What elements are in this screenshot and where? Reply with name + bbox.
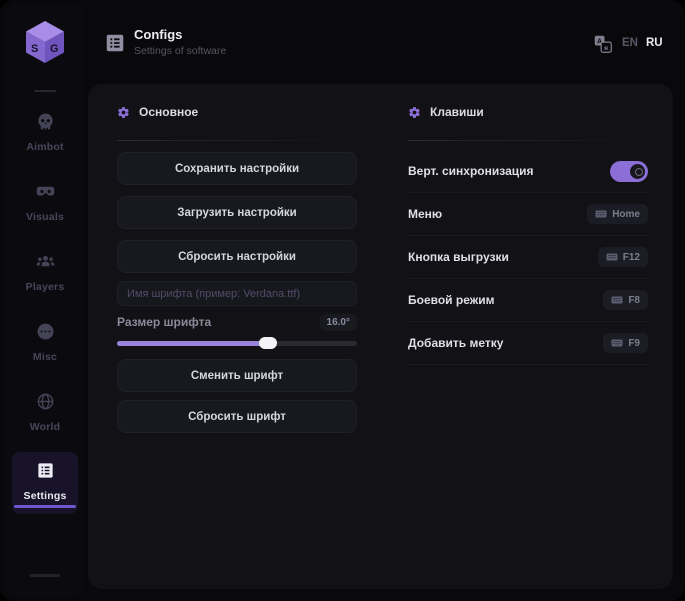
section-general-header: Основное	[117, 105, 198, 119]
svg-text:A: A	[597, 37, 602, 45]
section-divider	[117, 140, 357, 141]
section-title: Основное	[139, 105, 199, 119]
translate-icon[interactable]: A я	[594, 35, 612, 53]
active-item-indicator	[14, 505, 76, 508]
lang-en-button[interactable]: EN	[622, 37, 638, 49]
sidebar-item-label: Players	[25, 281, 65, 293]
font-name-input[interactable]	[117, 281, 357, 306]
unload-key-row: Кнопка выгрузки F12	[408, 236, 648, 279]
sidebar-item-label: Visuals	[26, 211, 64, 223]
keybind-value: F8	[628, 294, 640, 306]
font-size-slider[interactable]	[117, 336, 357, 350]
section-divider	[408, 140, 648, 141]
add-mark-label: Добавить метку	[408, 336, 504, 350]
menu-keybind-badge[interactable]: Home	[587, 204, 648, 224]
gear-icon	[409, 106, 420, 118]
list-box-icon	[37, 463, 53, 478]
combat-mode-row: Боевой режим F8	[408, 279, 648, 322]
keyboard-icon	[595, 210, 607, 218]
vsync-row: Верт. синхронизация	[408, 150, 648, 193]
section-keys: Клавиши Верт. синхронизация Меню Home Кн…	[408, 84, 648, 589]
logo-divider	[34, 90, 56, 92]
vsync-label: Верт. синхронизация	[408, 164, 534, 178]
reset-font-button[interactable]: Сбросить шрифт	[117, 400, 357, 433]
keybind-value: Home	[612, 208, 640, 220]
sidebar-item-world[interactable]: World	[6, 392, 84, 433]
add-mark-row: Добавить метку F9	[408, 322, 648, 365]
font-size-value[interactable]: 16.0°	[319, 313, 357, 331]
section-title: Клавиши	[430, 105, 484, 119]
sidebar-item-label: Aimbot	[26, 141, 64, 153]
slider-thumb[interactable]	[259, 337, 278, 349]
menu-key-label: Меню	[408, 207, 443, 221]
combat-mode-label: Боевой режим	[408, 293, 495, 307]
skull-icon	[37, 113, 53, 130]
svg-text:S: S	[31, 43, 38, 55]
players-icon	[36, 255, 54, 267]
main-panel: Основное Сохранить настройки Загрузить н…	[88, 84, 673, 589]
vsync-toggle[interactable]	[610, 160, 648, 182]
sidebar-item-players[interactable]: Players	[6, 252, 84, 293]
load-settings-button[interactable]: Загрузить настройки	[117, 196, 357, 229]
keyboard-icon	[611, 339, 623, 347]
keyboard-icon	[606, 253, 618, 261]
sg-cube-logo-icon: S G	[26, 21, 64, 63]
sidebar-item-visuals[interactable]: Visuals	[6, 182, 84, 223]
sidebar-item-label: World	[29, 421, 61, 433]
sidebar: S G Aimbot Visuals Players Misc World Se…	[6, 4, 84, 597]
section-keys-header: Клавиши	[408, 105, 484, 119]
change-font-button[interactable]: Сменить шрифт	[117, 359, 357, 392]
sidebar-item-settings[interactable]: Settings	[12, 452, 78, 514]
toggle-knob	[630, 163, 645, 179]
svg-text:я: я	[604, 45, 608, 52]
gear-icon	[118, 106, 129, 118]
font-size-label: Размер шрифта	[117, 315, 212, 329]
page-title: Configs	[134, 27, 183, 42]
combat-keybind-badge[interactable]: F8	[603, 290, 648, 310]
keybind-value: F12	[622, 251, 640, 263]
sidebar-item-label: Settings	[23, 490, 67, 502]
sidebar-item-label: Misc	[32, 351, 58, 363]
globe-icon	[37, 393, 53, 410]
section-general: Основное Сохранить настройки Загрузить н…	[117, 84, 357, 589]
unload-key-label: Кнопка выгрузки	[408, 250, 509, 264]
unload-keybind-badge[interactable]: F12	[597, 247, 648, 267]
lang-ru-button[interactable]: RU	[646, 37, 663, 49]
configs-icon	[106, 34, 124, 52]
sidebar-item-misc[interactable]: Misc	[6, 322, 84, 363]
add-mark-keybind-badge[interactable]: F9	[603, 333, 648, 353]
goggles-icon	[36, 186, 54, 196]
slider-fill	[117, 341, 269, 346]
page-subtitle: Settings of software	[134, 45, 227, 57]
svg-text:G: G	[50, 43, 59, 55]
font-size-row: Размер шрифта 16.0°	[117, 312, 357, 332]
sidebar-bottom-divider	[30, 574, 60, 577]
slider-track	[117, 341, 357, 346]
save-settings-button[interactable]: Сохранить настройки	[117, 152, 357, 185]
menu-key-row: Меню Home	[408, 193, 648, 236]
chat-dots-icon	[37, 323, 53, 340]
keyboard-icon	[611, 296, 623, 304]
keybind-value: F9	[628, 337, 640, 349]
sidebar-item-aimbot[interactable]: Aimbot	[6, 112, 84, 153]
reset-settings-button[interactable]: Сбросить настройки	[117, 240, 357, 273]
